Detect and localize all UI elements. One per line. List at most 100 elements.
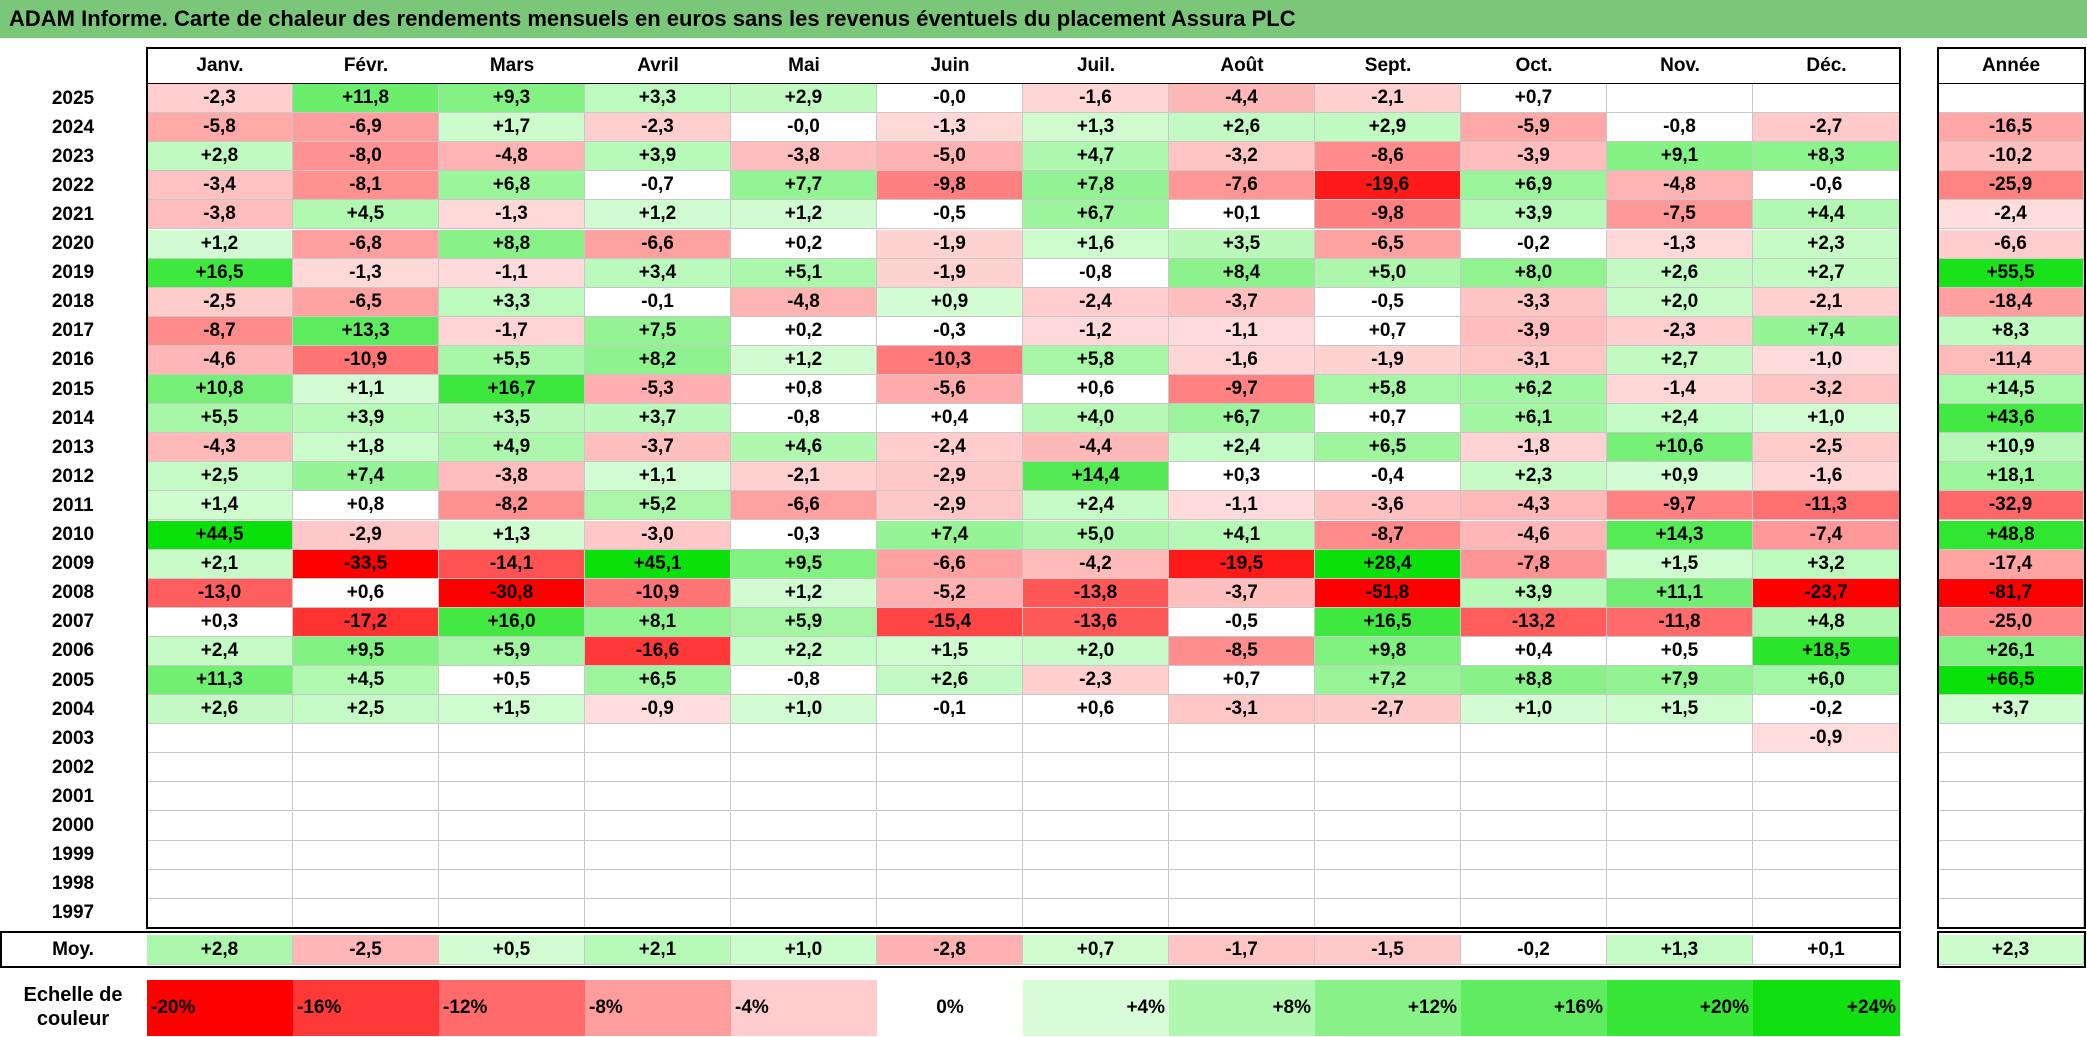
year-label: 1999 xyxy=(51,844,95,866)
heatmap-cell: -0,5 xyxy=(877,200,1023,230)
heatmap-cell: +7,4 xyxy=(293,462,439,492)
heatmap-cell: -2,5 xyxy=(1753,433,1900,463)
heatmap-cell: -4,6 xyxy=(1461,520,1607,550)
heatmap-cell: -8,6 xyxy=(1315,142,1461,172)
heatmap-cell: +6,5 xyxy=(1315,433,1461,463)
heatmap-cell: -8,1 xyxy=(293,171,439,201)
heatmap-cell: -9,7 xyxy=(1169,375,1315,405)
heatmap-cell xyxy=(1753,840,1900,870)
heatmap-cell: +14,4 xyxy=(1023,462,1169,492)
heatmap-cell: -5,9 xyxy=(1461,113,1607,143)
annual-cell: +48,8 xyxy=(1938,520,2084,550)
heatmap-cell xyxy=(1023,753,1169,783)
year-label: 2025 xyxy=(51,87,95,109)
heatmap-cell: -3,7 xyxy=(1169,578,1315,608)
heatmap-cell: +2,7 xyxy=(1607,345,1753,375)
heatmap-cell: -2,4 xyxy=(1023,287,1169,317)
heatmap-cell xyxy=(293,811,439,841)
heatmap-cell: +3,7 xyxy=(585,404,731,434)
annual-cell: -16,5 xyxy=(1938,113,2084,143)
heatmap-cell xyxy=(293,898,439,928)
heatmap-cell: +9,8 xyxy=(1315,636,1461,666)
annual-header: Année xyxy=(1938,48,2084,84)
heatmap-cell xyxy=(877,869,1023,899)
heatmap-cell: -4,3 xyxy=(147,433,293,463)
annual-cell xyxy=(1938,84,2084,114)
heatmap-cell xyxy=(1607,724,1753,754)
heatmap-cell xyxy=(1607,840,1753,870)
heatmap-cell: +5,9 xyxy=(439,636,585,666)
heatmap-cell: +7,5 xyxy=(585,316,731,346)
heatmap-cell xyxy=(1023,724,1169,754)
heatmap-cell: -1,1 xyxy=(1169,491,1315,521)
heatmap-cell: +2,6 xyxy=(877,666,1023,696)
heatmap-cell: -19,5 xyxy=(1169,549,1315,579)
heatmap-cell: -1,3 xyxy=(877,113,1023,143)
heatmap-cell: -2,3 xyxy=(1023,666,1169,696)
average-cell: -0,2 xyxy=(1461,935,1607,965)
left-rule xyxy=(0,931,146,933)
heatmap-cell: -3,9 xyxy=(1461,142,1607,172)
heatmap-cell: -10,3 xyxy=(877,345,1023,375)
annual-cell xyxy=(1938,724,2084,754)
heatmap-cell xyxy=(439,840,585,870)
heatmap-cell: -2,4 xyxy=(877,433,1023,463)
annual-cell xyxy=(1938,782,2084,812)
heatmap-cell: -1,0 xyxy=(1753,345,1900,375)
month-header: Janv. xyxy=(147,48,293,84)
scale-cell: 0% xyxy=(877,980,1023,1036)
month-header: Févr. xyxy=(293,48,439,84)
heatmap-cell: +8,2 xyxy=(585,345,731,375)
year-label: 2003 xyxy=(51,727,95,749)
heatmap-cell xyxy=(1753,782,1900,812)
heatmap-cell: -0,5 xyxy=(1315,287,1461,317)
scale-cell: +4% xyxy=(1023,980,1169,1036)
heatmap-cell: +1,4 xyxy=(147,491,293,521)
heatmap-cell: -15,4 xyxy=(877,607,1023,637)
heatmap-cell: -6,9 xyxy=(293,113,439,143)
heatmap-cell: +7,4 xyxy=(1753,316,1900,346)
heatmap-cell: -1,9 xyxy=(877,229,1023,259)
heatmap-cell: -1,3 xyxy=(439,200,585,230)
heatmap-cell: +5,5 xyxy=(439,345,585,375)
annual-cell: -81,7 xyxy=(1938,578,2084,608)
heatmap-cell: -4,8 xyxy=(1607,171,1753,201)
heatmap-cell: +1,8 xyxy=(293,433,439,463)
heatmap-cell: +3,9 xyxy=(1461,578,1607,608)
annual-cell xyxy=(1938,811,2084,841)
heatmap-cell: +3,9 xyxy=(293,404,439,434)
heatmap-cell: -6,6 xyxy=(585,229,731,259)
heatmap-cell xyxy=(1023,898,1169,928)
heatmap-cell: -0,8 xyxy=(1023,258,1169,288)
heatmap-cell xyxy=(1607,753,1753,783)
heatmap-cell: +9,1 xyxy=(1607,142,1753,172)
month-header: Déc. xyxy=(1753,48,1900,84)
scale-cell: +8% xyxy=(1169,980,1315,1036)
heatmap-cell: -5,6 xyxy=(877,375,1023,405)
heatmap-cell xyxy=(147,753,293,783)
annual-cell: -32,9 xyxy=(1938,491,2084,521)
heatmap-cell xyxy=(585,753,731,783)
heatmap-cell: +4,8 xyxy=(1753,607,1900,637)
average-cell: +1,0 xyxy=(731,935,877,965)
heatmap-cell: +1,2 xyxy=(731,578,877,608)
scale-cell: -8% xyxy=(585,980,731,1036)
heatmap-cell: -9,8 xyxy=(1315,200,1461,230)
heatmap-cell xyxy=(1753,753,1900,783)
heatmap-cell: +7,4 xyxy=(877,520,1023,550)
annual-cell: -25,9 xyxy=(1938,171,2084,201)
average-label: Moy. xyxy=(52,939,94,960)
heatmap-cell: +0,3 xyxy=(147,607,293,637)
year-label: 2002 xyxy=(51,756,95,778)
heatmap-cell: +0,7 xyxy=(1169,666,1315,696)
heatmap-cell: +7,2 xyxy=(1315,666,1461,696)
color-scale-label: Echelle de couleur xyxy=(23,984,123,1030)
heatmap-cell: +8,8 xyxy=(439,229,585,259)
heatmap-cell: +4,1 xyxy=(1169,520,1315,550)
heatmap-cell: +18,5 xyxy=(1753,636,1900,666)
heatmap-cell xyxy=(1607,782,1753,812)
heatmap-cell: -5,8 xyxy=(147,113,293,143)
heatmap-cell xyxy=(877,898,1023,928)
heatmap-cell: -0,3 xyxy=(731,520,877,550)
heatmap-cell: -7,4 xyxy=(1753,520,1900,550)
